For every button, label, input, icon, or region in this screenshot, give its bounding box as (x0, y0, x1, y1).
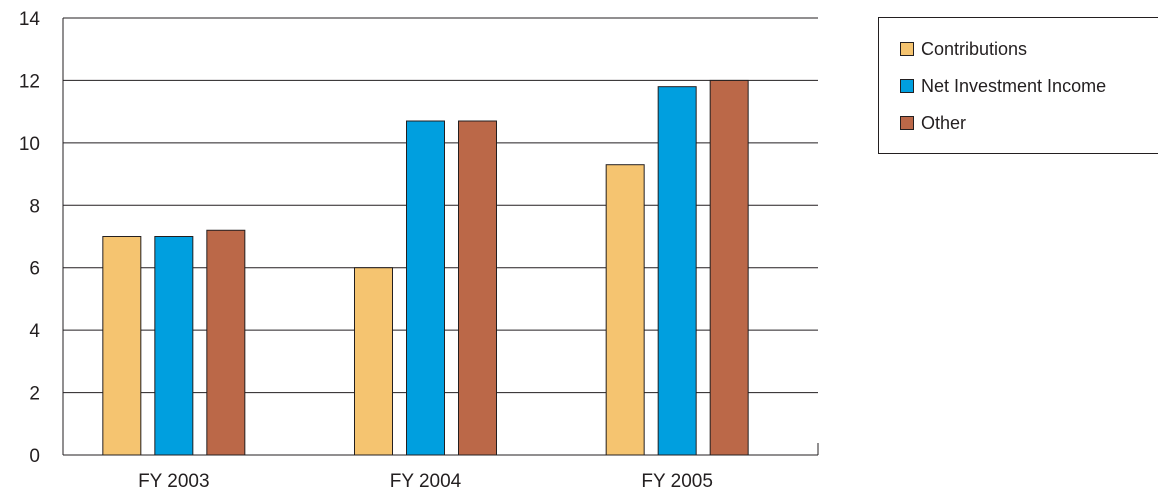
x-tick-label: FY 2005 (641, 471, 712, 492)
legend-item-other: Other (900, 112, 966, 134)
legend-swatch-net-investment-income (900, 79, 914, 93)
legend-label-net-investment-income: Net Investment Income (921, 75, 1107, 96)
y-tick-label: 8 (29, 196, 40, 217)
x-tick-label: FY 2003 (138, 471, 209, 492)
bar-contributions (102, 236, 142, 456)
bar-contributions (354, 267, 393, 456)
y-tick-label: 0 (29, 446, 40, 467)
bar-other (206, 229, 246, 456)
bar-net-investment-income (406, 120, 445, 456)
y-tick-label: 6 (29, 259, 40, 280)
bar-net-investment-income (154, 236, 194, 456)
legend-label-contributions: Contributions (921, 38, 1028, 59)
x-tick-labels: FY 2003 FY 2004 FY 2005 (138, 471, 713, 492)
y-tick-label: 12 (19, 71, 40, 92)
x-tick-label: FY 2004 (390, 471, 462, 492)
legend-item-net-investment-income: Net Investment Income (900, 75, 1106, 97)
legend-item-contributions: Contributions (900, 38, 1027, 60)
y-tick-label: 10 (19, 134, 40, 155)
legend: Contributions Net Investment Income Othe… (878, 17, 1158, 154)
bar-other (458, 120, 497, 456)
legend-swatch-contributions (900, 42, 914, 56)
y-tick-label: 14 (19, 9, 41, 30)
bar-contributions (605, 164, 645, 456)
axes (62, 18, 819, 456)
y-tick-labels: 0 2 4 6 8 10 12 14 (19, 9, 41, 467)
bars (102, 79, 749, 456)
bar-net-investment-income (657, 86, 697, 456)
y-tick-label: 2 (29, 384, 40, 405)
legend-label-other: Other (921, 112, 967, 133)
legend-swatch-other (900, 116, 914, 130)
y-tick-label: 4 (29, 321, 40, 342)
bar-other (709, 79, 749, 456)
